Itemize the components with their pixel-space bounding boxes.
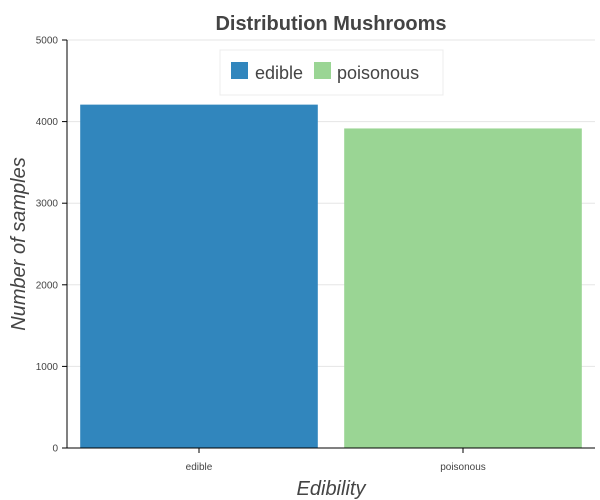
x-ticks: edible poisonous [186,448,486,473]
y-tick-label-3000: 3000 [36,199,59,210]
y-tick-label-2000: 2000 [36,280,59,291]
bar-poisonous [344,128,582,448]
x-tick-label-poisonous: poisonous [440,462,486,473]
bars [80,104,582,448]
y-tick-label-0: 0 [52,444,58,455]
legend-box [219,49,444,96]
y-tick-label-4000: 4000 [36,117,59,128]
y-tick-label-1000: 1000 [36,362,59,373]
y-axis-title: Number of samples [8,157,30,330]
y-ticks: 0 1000 2000 3000 4000 5000 [36,36,67,455]
x-tick-label-edible: edible [186,462,213,473]
legend-label-poisonous: poisonous [337,63,419,83]
chart-title: Distribution Mushrooms [215,13,446,35]
legend-swatch-poisonous [314,62,331,79]
x-axis-title: Edibility [297,478,367,500]
y-tick-label-5000: 5000 [36,36,59,47]
bar-edible [80,104,318,448]
legend-label-edible: edible [255,63,303,83]
legend-swatch-edible [231,62,248,79]
legend: edible poisonous [219,49,444,96]
